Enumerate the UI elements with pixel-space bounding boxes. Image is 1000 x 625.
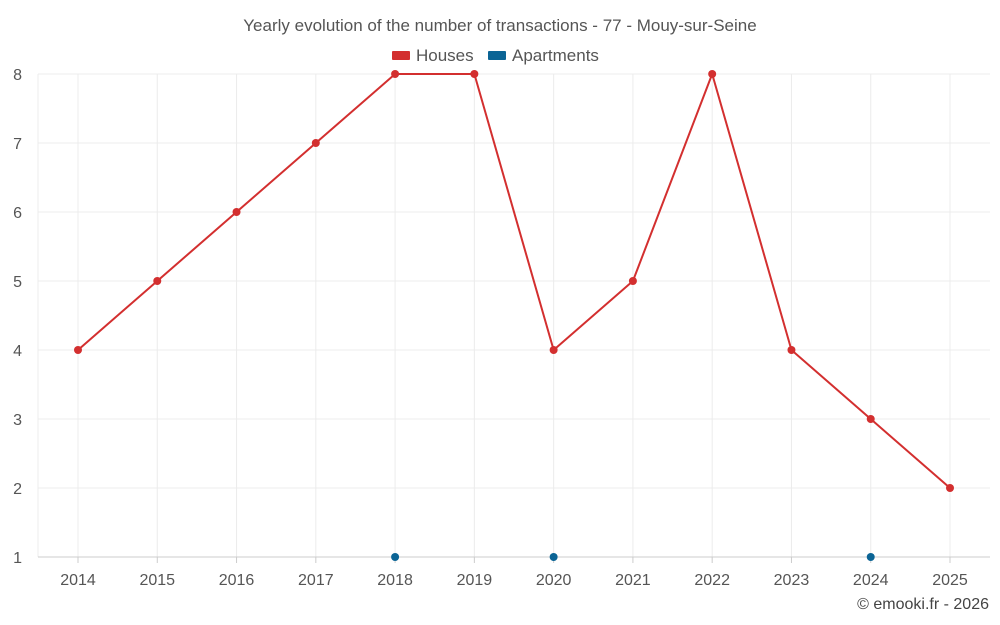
y-tick-label: 2 <box>13 481 22 498</box>
data-point-houses <box>787 346 796 354</box>
data-point-houses <box>470 70 479 78</box>
x-tick-label: 2021 <box>615 572 651 589</box>
data-point-houses <box>153 277 162 285</box>
x-tick-label: 2024 <box>853 572 889 589</box>
y-tick-label: 6 <box>13 205 22 222</box>
x-tick-label: 2022 <box>694 572 730 589</box>
data-point-houses <box>311 139 320 147</box>
data-point-houses <box>549 346 558 354</box>
data-point-houses <box>866 415 875 423</box>
x-tick-label: 2015 <box>139 572 175 589</box>
legend-swatch-houses <box>392 51 410 60</box>
series <box>74 70 954 561</box>
data-point-houses <box>391 70 400 78</box>
y-tick-label: 7 <box>13 136 22 153</box>
y-tick-label: 8 <box>13 67 22 84</box>
data-point-houses <box>946 484 954 492</box>
legend-item-apartments[interactable]: Apartments <box>488 46 599 65</box>
legend-item-houses[interactable]: Houses <box>392 46 474 65</box>
chart-title: Yearly evolution of the number of transa… <box>243 16 756 35</box>
x-tick-label: 2025 <box>932 572 968 589</box>
y-tick-label: 1 <box>13 550 22 567</box>
x-tick-label: 2014 <box>60 572 96 589</box>
data-point-apartments <box>391 553 400 561</box>
legend-label-houses: Houses <box>416 46 474 65</box>
series-line-houses <box>77 73 951 489</box>
data-point-houses <box>708 70 717 78</box>
legend: Houses Apartments <box>392 46 599 65</box>
x-tick-label: 2019 <box>457 572 493 589</box>
x-tick-label: 2018 <box>377 572 413 589</box>
y-tick-label: 5 <box>13 274 22 291</box>
grid <box>38 73 990 557</box>
data-point-houses <box>232 208 241 216</box>
legend-swatch-apartments <box>488 51 506 60</box>
x-tick-label: 2020 <box>536 572 572 589</box>
x-tick-label: 2023 <box>774 572 810 589</box>
x-tick-label: 2017 <box>298 572 334 589</box>
y-tick-label: 4 <box>13 343 22 360</box>
data-point-houses <box>628 277 637 285</box>
credit-text: © emooki.fr - 2026 <box>857 596 989 613</box>
axes: 1 2 3 4 5 6 7 8 2014 2015 2016 2017 2018 2019 2020 2021… <box>13 67 990 589</box>
data-point-apartments <box>549 553 558 561</box>
data-point-houses <box>74 346 82 354</box>
data-point-apartments <box>866 553 875 561</box>
y-tick-label: 3 <box>13 412 22 429</box>
x-tick-label: 2016 <box>219 572 255 589</box>
legend-label-apartments: Apartments <box>512 46 599 65</box>
